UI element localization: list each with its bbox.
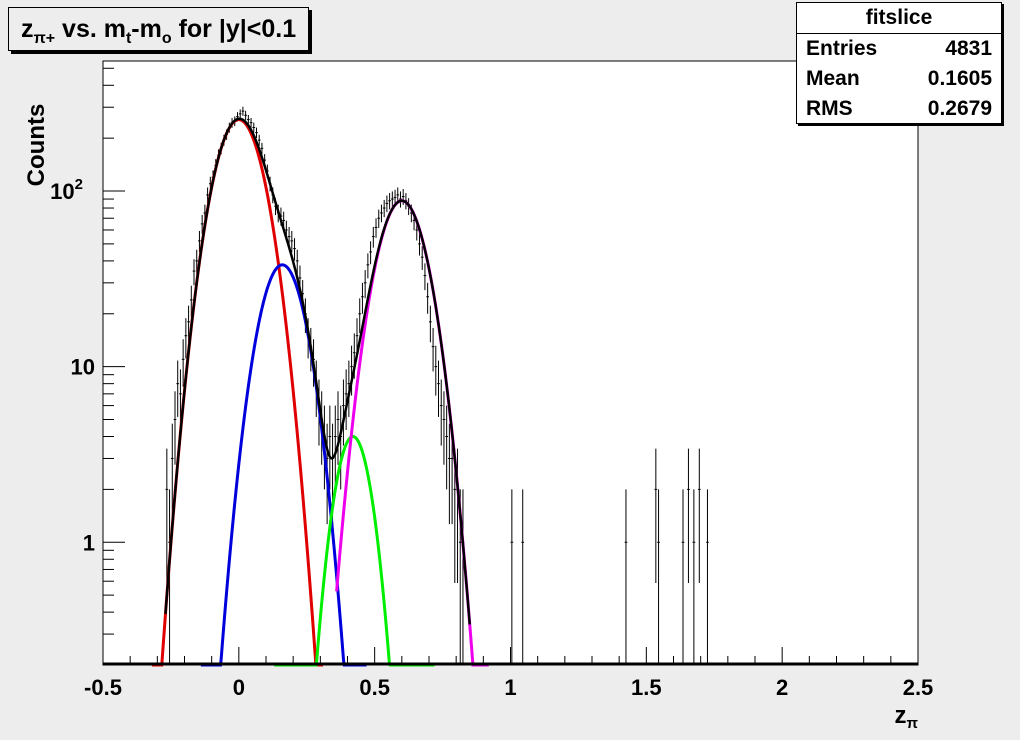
stats-key: Entries xyxy=(806,37,878,60)
x-axis-title: zπ xyxy=(895,702,919,732)
x-tick-label: 2.5 xyxy=(903,675,934,700)
title-tail: for |y|<0.1 xyxy=(171,15,297,43)
y-tick-label: 1 xyxy=(83,530,95,555)
stats-value: 0.2679 xyxy=(927,97,992,120)
plot-frame xyxy=(102,60,919,666)
y-tick-label: 10 xyxy=(71,355,95,380)
fit-curve-4 xyxy=(164,117,471,625)
stats-box-title: fitslice xyxy=(797,3,1001,34)
title-sub-o: o xyxy=(161,30,172,47)
x-tick-label: 2 xyxy=(776,675,788,700)
y-tick-label-exp: 2 xyxy=(75,176,83,193)
stats-box: fitslice Entries 4831 Mean 0.1605 RMS 0.267… xyxy=(796,2,1002,124)
x-tick-label: 0 xyxy=(233,675,245,700)
title-base: z xyxy=(21,15,34,43)
stats-value: 4831 xyxy=(945,37,992,60)
title-sub-pi: π+ xyxy=(33,30,56,47)
stats-value: 0.1605 xyxy=(927,67,992,90)
fit-curve-1 xyxy=(200,263,367,667)
x-tick-label: 0.5 xyxy=(359,675,390,700)
title-mid2: -m xyxy=(131,15,162,43)
y-axis-title: Counts xyxy=(23,104,50,187)
x-tick-label: 1.5 xyxy=(631,675,662,700)
x-tick-label: -0.5 xyxy=(84,675,122,700)
title-mid: vs. m xyxy=(55,15,126,43)
x-axis-title-base: z xyxy=(895,702,907,729)
y-tick-label: 102 xyxy=(50,176,83,204)
histogram-bins xyxy=(165,106,709,665)
plot-title: zπ+ vs. mt-mo for |y|<0.1 xyxy=(8,7,310,51)
y-tick-label-base: 10 xyxy=(50,179,74,204)
stats-row-entries: Entries 4831 xyxy=(797,34,1001,64)
x-axis-title-sub: π xyxy=(907,715,919,732)
stats-key: RMS xyxy=(806,97,853,120)
stats-key: Mean xyxy=(806,67,860,90)
x-tick-label: 1 xyxy=(504,675,516,700)
stats-row-rms: RMS 0.2679 xyxy=(797,94,1001,124)
stats-row-mean: Mean 0.1605 xyxy=(797,64,1001,94)
title-sub-t: t xyxy=(125,30,132,47)
